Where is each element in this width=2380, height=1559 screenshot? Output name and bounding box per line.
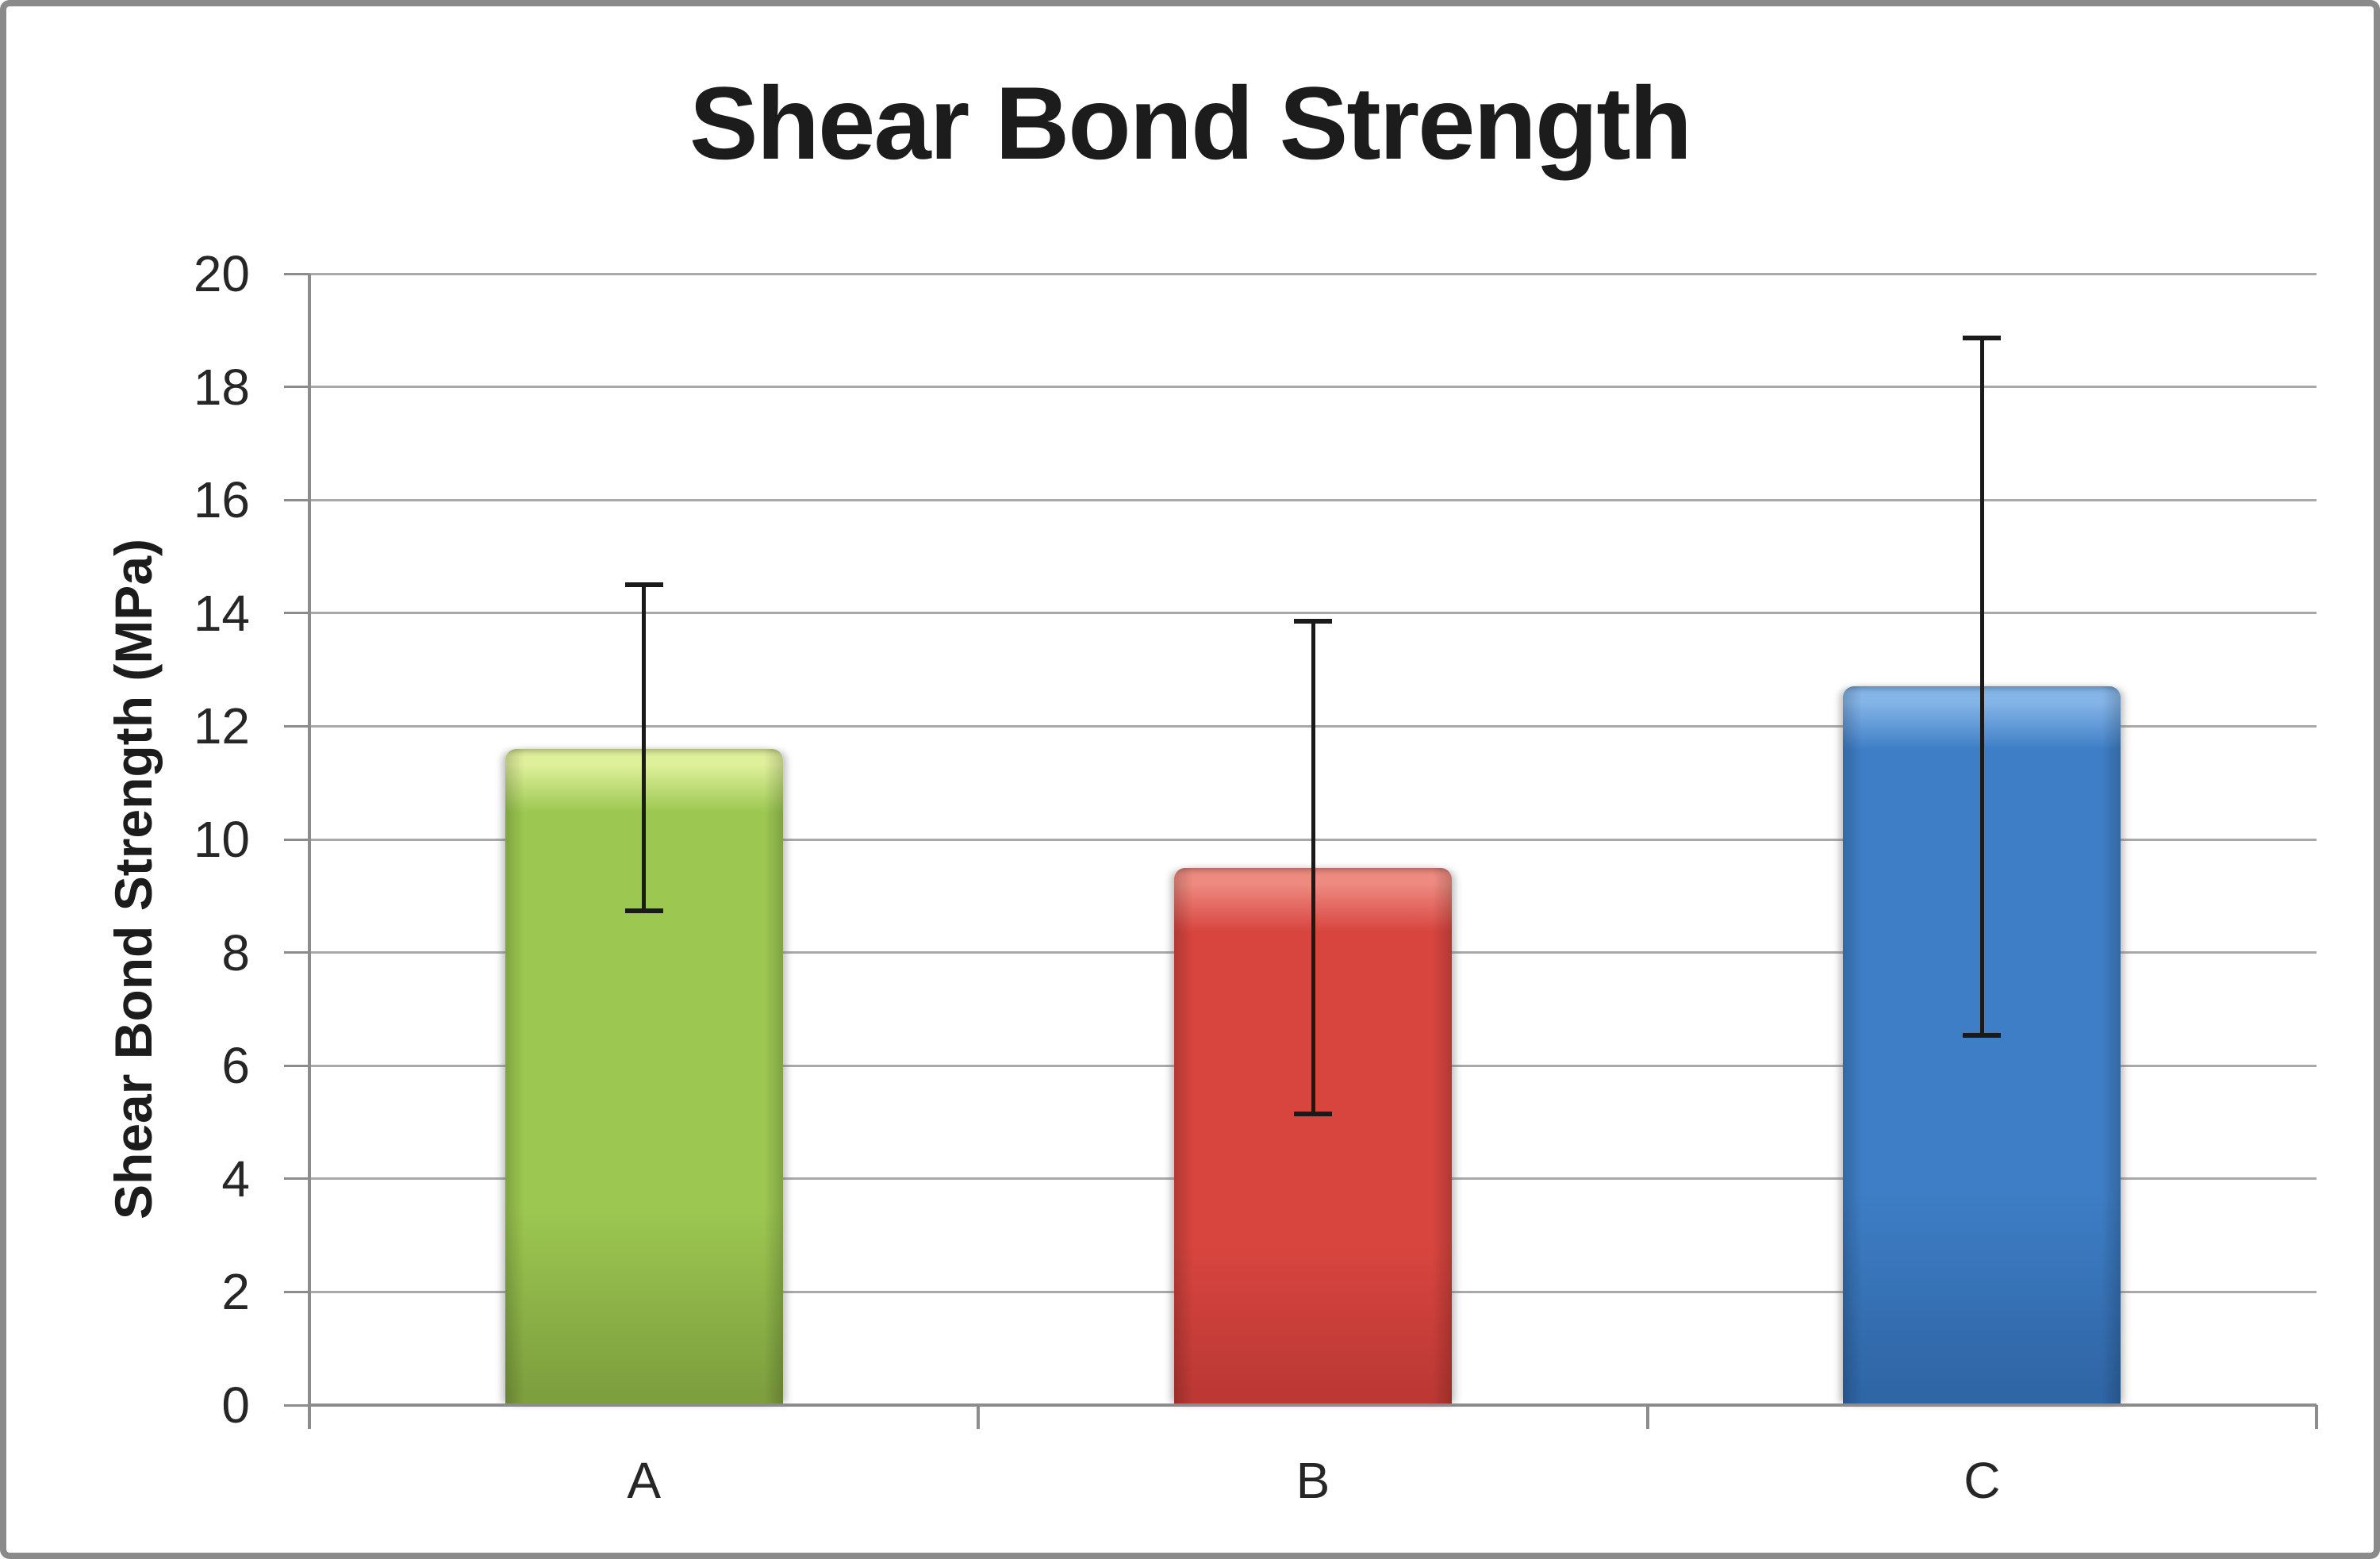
- y-tick-label: 8: [221, 923, 250, 981]
- error-bar-cap-top: [624, 582, 663, 587]
- y-tick-label: 0: [221, 1377, 250, 1434]
- gridline: [309, 498, 2317, 501]
- error-bar-a: [624, 582, 663, 913]
- error-bar-line: [642, 582, 647, 913]
- x-tick: [1645, 1405, 1649, 1429]
- y-tick: [284, 838, 309, 841]
- x-tick: [977, 1405, 981, 1429]
- y-tick-label: 2: [221, 1263, 250, 1321]
- error-bar-cap-bottom: [1963, 1032, 2002, 1038]
- gridline: [309, 612, 2317, 615]
- y-tick-label: 12: [193, 697, 250, 755]
- error-bar-cap-bottom: [624, 908, 663, 913]
- error-bar-b: [1294, 618, 1332, 1117]
- y-tick-label: 14: [193, 584, 250, 642]
- plot-area: 0 2 4 6 8 10 12 14 16 18 20 A B C: [194, 248, 2318, 1507]
- x-category-label: C: [1964, 1452, 2001, 1509]
- y-tick: [284, 1290, 309, 1293]
- x-category-label: B: [1296, 1452, 1330, 1509]
- gridline: [309, 386, 2317, 389]
- error-bar-cap-top: [1963, 336, 2002, 341]
- error-bar-cap-top: [1294, 618, 1332, 624]
- y-tick: [284, 612, 309, 615]
- chart-title: Shear Bond Strength: [689, 65, 1692, 181]
- y-tick: [284, 272, 309, 275]
- y-tick: [284, 1177, 309, 1181]
- y-tick-label: 18: [193, 358, 250, 416]
- y-tick-label: 10: [193, 811, 250, 868]
- x-tick: [2315, 1405, 2318, 1429]
- y-tick-label: 16: [193, 471, 250, 529]
- y-tick-label: 6: [221, 1037, 250, 1095]
- y-tick: [284, 386, 309, 389]
- y-tick-label: 4: [221, 1150, 250, 1208]
- x-axis-line: [308, 1403, 2317, 1407]
- y-axis-title: Shear Bond Strength (MPa): [104, 538, 163, 1220]
- y-tick-label: 20: [193, 245, 250, 302]
- gridline: [309, 272, 2317, 275]
- y-tick: [284, 1403, 309, 1407]
- error-bar-line: [1311, 618, 1315, 1117]
- x-category-label: A: [627, 1452, 661, 1509]
- y-tick: [284, 951, 309, 954]
- y-tick: [284, 724, 309, 728]
- error-bar-line: [1979, 336, 1984, 1038]
- error-bar-c: [1963, 336, 2002, 1038]
- y-tick: [284, 498, 309, 501]
- y-tick: [284, 1064, 309, 1067]
- y-axis-line: [308, 274, 311, 1429]
- error-bar-cap-bottom: [1294, 1112, 1332, 1117]
